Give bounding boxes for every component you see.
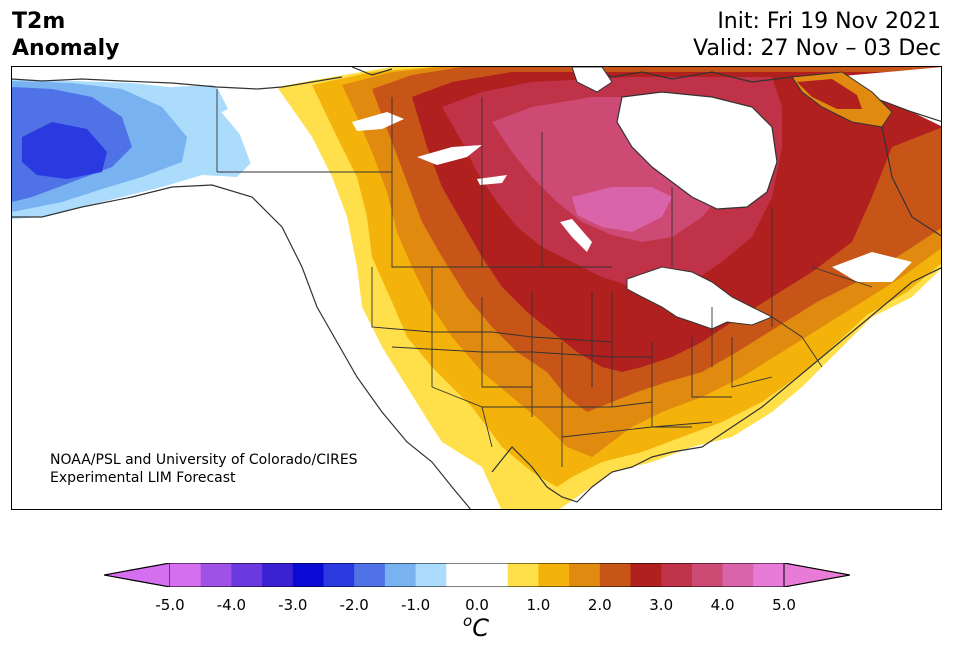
valid-range: Valid: 27 Nov – 03 Dec	[693, 36, 941, 61]
colorbar-segment	[323, 563, 355, 587]
colorbar-tick-label: 3.0	[649, 596, 674, 614]
alaska-cold-core	[22, 122, 107, 179]
colorbar-tick-label: 4.0	[710, 596, 735, 614]
colorbar-segment	[661, 563, 693, 587]
date-block: Init: Fri 19 Nov 2021 Valid: 27 Nov – 03…	[693, 8, 941, 62]
colorbar-tick-label: -4.0	[216, 596, 247, 614]
colorbar-tick-label: -3.0	[278, 596, 308, 614]
colorbar-segment	[477, 563, 509, 587]
credit-text: NOAA/PSL and University of Colorado/CIRE…	[50, 451, 358, 487]
colorbar-segment	[384, 563, 417, 587]
colorbar-segment	[231, 563, 263, 587]
colorbar-segment	[354, 563, 386, 587]
alaska-north-cool	[172, 85, 242, 112]
colorbar-tick-label: 5.0	[772, 596, 796, 614]
coastlines	[12, 67, 941, 509]
title-line-1: T2m	[12, 9, 66, 34]
colorbar-segment	[200, 563, 232, 587]
colorbar	[104, 563, 850, 587]
unit-label: oC	[463, 612, 489, 642]
colorbar-segment	[415, 563, 447, 587]
colorbar-segment	[691, 563, 724, 587]
colorbar-segment	[446, 563, 478, 587]
colorbar-segment	[262, 563, 294, 587]
gulf-st-lawrence	[832, 252, 912, 282]
colorbar-tick-label: -1.0	[400, 596, 431, 614]
lake-winnipeg	[560, 219, 592, 252]
baffin-island-inner	[797, 79, 862, 109]
colorbar-tick-label: -5.0	[155, 596, 185, 614]
great-slave-lake	[417, 145, 482, 165]
unit-celsius: C	[472, 614, 489, 642]
colorbar-segment	[292, 563, 324, 587]
init-date: Init: Fri 19 Nov 2021	[717, 9, 941, 34]
colorbar-segment	[722, 563, 754, 587]
political-borders	[216, 89, 873, 467]
title-block: T2m Anomaly	[12, 8, 119, 62]
labrador-sea	[832, 67, 941, 127]
colorbar-segment	[538, 563, 570, 587]
colorbar-segment	[170, 563, 202, 587]
map-canvas: NOAA/PSL and University of Colorado/CIRE…	[12, 67, 941, 509]
colorbar-segment	[599, 563, 631, 587]
pacific-coast-area	[217, 87, 501, 509]
colorbar-max-extension	[783, 563, 850, 587]
colorbar-tick-label: 0.0	[465, 596, 489, 614]
extreme-band	[572, 187, 672, 232]
arctic-islands	[571, 67, 613, 93]
lake-athabasca	[477, 175, 507, 185]
title-line-2: Anomaly	[12, 36, 120, 61]
colorbar-tick-label: 2.0	[587, 596, 612, 614]
hudson-bay	[616, 91, 778, 210]
credit-line-1: NOAA/PSL and University of Colorado/CIRE…	[50, 452, 358, 468]
colorbar-tick-label: 1.0	[526, 596, 551, 614]
colorbar-tick-label: -2.0	[339, 596, 369, 614]
unit-degree: o	[463, 612, 473, 630]
colorbar-min-extension	[104, 563, 171, 587]
great-lakes	[626, 266, 774, 330]
anomaly-map: NOAA/PSL and University of Colorado/CIRE…	[11, 66, 942, 510]
credit-line-2: Experimental LIM Forecast	[50, 470, 236, 486]
colorbar-segment	[630, 563, 662, 587]
colorbar-segment	[753, 563, 785, 587]
colorbar-segment	[507, 563, 539, 587]
great-bear-lake	[352, 112, 404, 131]
colorbar-segment	[569, 563, 601, 587]
